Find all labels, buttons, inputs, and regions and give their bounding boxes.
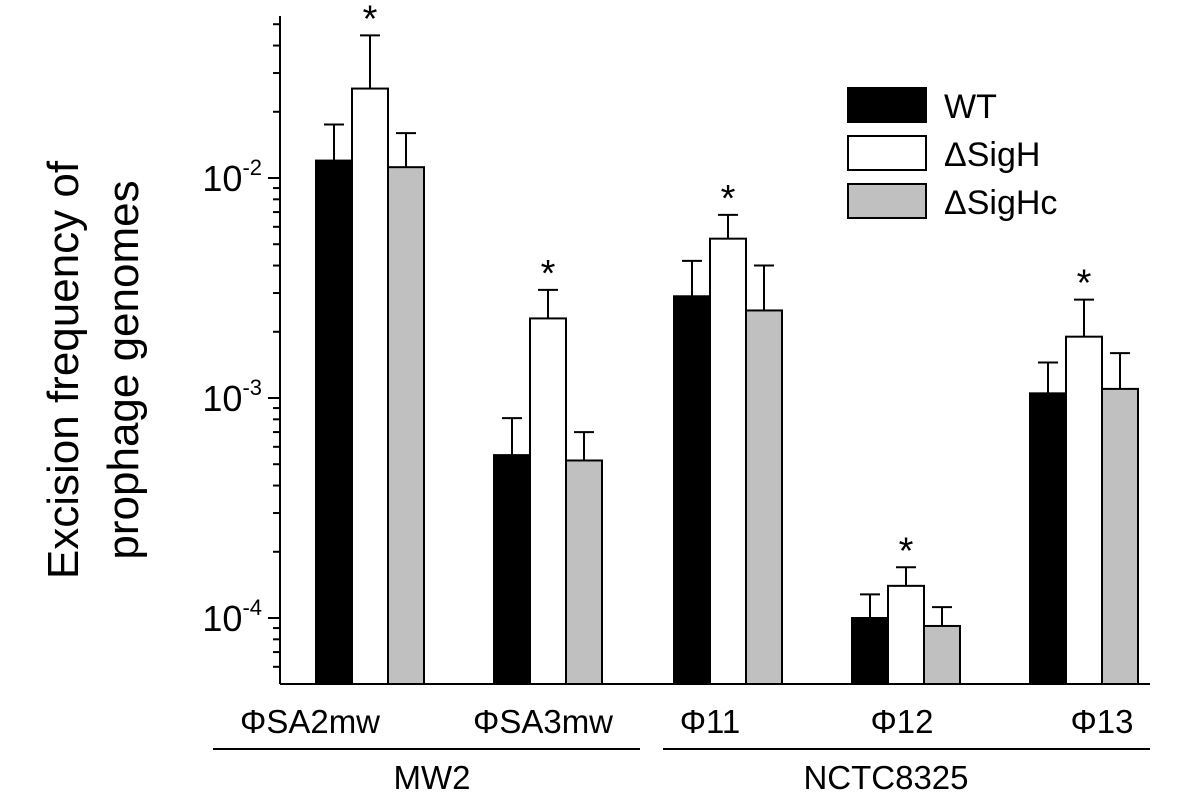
x-tick-label: Φ12 [870,703,933,740]
bar [673,295,711,685]
group-label: NCTC8325 [803,759,968,796]
legend-label: WT [944,88,997,126]
x-tick-label: Φ13 [1070,703,1133,740]
bar [709,237,747,685]
y-axis-label-line: Excision frequency of [39,160,88,579]
significance-star: * [1077,263,1092,305]
legend-label: ΔSigHc [944,184,1057,222]
bar [851,617,889,685]
significance-star: * [721,178,736,220]
bar [493,454,531,685]
group-label: MW2 [394,759,471,796]
x-tick-label: ΦSA3mw [473,703,613,740]
significance-star: * [899,530,914,572]
y-tick-label: 10-3 [202,375,262,419]
legend-swatch [847,183,927,219]
y-tick-base: 10 [202,378,242,419]
significance-star: * [363,0,378,40]
y-tick-label: 10-4 [202,595,262,639]
y-tick-label: 10-2 [202,155,262,199]
y-tick-exponent: -2 [242,155,262,180]
y-tick-exponent: -3 [242,375,262,400]
bar [923,624,961,685]
legend-label: ΔSigH [944,136,1040,174]
bar [529,317,567,685]
legend-swatch [847,87,927,123]
bar [1029,392,1067,685]
bar [387,166,425,685]
legend-swatch [847,135,927,171]
x-tick-label: Φ11 [680,703,741,740]
bar [565,459,603,686]
bar [1101,387,1139,685]
y-tick-base: 10 [202,158,242,199]
bar [1065,335,1103,685]
bar [887,584,925,685]
bar [745,309,783,685]
x-tick-label: ΦSA2mw [240,703,380,740]
bar [315,159,353,685]
bar [351,87,389,685]
y-tick-base: 10 [202,598,242,639]
y-tick-exponent: -4 [242,595,262,620]
y-axis-label-line: prophage genomes [99,180,148,559]
significance-star: * [541,253,556,295]
